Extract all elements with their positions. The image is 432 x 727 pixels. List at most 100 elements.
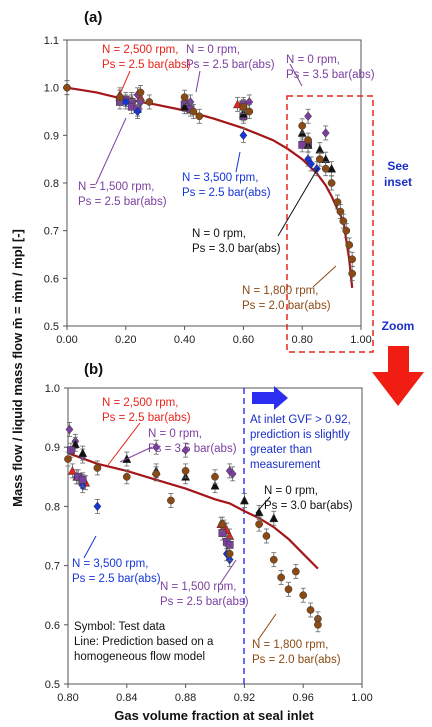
data-point-circle	[225, 549, 234, 558]
a-leader-n0-35	[289, 63, 303, 87]
data-point-diamond	[181, 445, 190, 455]
panel-a-x-tick-label: 0.60	[233, 334, 254, 346]
data-point-triangle	[180, 101, 190, 111]
zoom-label: Zoom	[382, 319, 415, 333]
data-point-circle	[64, 455, 72, 463]
panel-a-y-tick-label: 1.1	[44, 35, 59, 47]
panel-b-y-tick-label: 0.8	[45, 501, 60, 513]
data-point-circle	[189, 107, 198, 116]
data-point-circle	[333, 198, 342, 206]
panel-a-x-tick-label: 0.20	[115, 334, 136, 346]
data-point-square	[78, 475, 87, 484]
panel-a-y-tick-label: 0.9	[44, 130, 59, 142]
data-point-circle	[348, 269, 357, 278]
a-ann-n3500-1: N = 3,500 rpm,	[182, 172, 258, 184]
panel-a-y-tick-label: 1.0	[44, 83, 59, 95]
panel-a-y-tick-label: 0.8	[44, 178, 59, 190]
a-ann-n0-30-1: N = 0 rpm,	[192, 228, 246, 240]
data-point-circle	[321, 164, 330, 173]
panel-b-y-tick-label: 0.7	[45, 561, 60, 573]
legend-note-1: Symbol: Test data	[74, 621, 166, 633]
zoom-arrow-icon	[372, 346, 424, 406]
data-point-circle	[152, 469, 161, 478]
data-point-circle	[299, 591, 308, 600]
data-point-circle	[218, 520, 227, 529]
data-point-diamond	[239, 130, 248, 141]
panel-b-y-tick-label: 0.6	[45, 620, 60, 632]
see-inset-label-2: inset	[384, 175, 412, 189]
b-ann-n3500-1: N = 3,500 rpm,	[72, 558, 148, 570]
data-point-circle	[180, 93, 189, 102]
data-point-triangle	[210, 480, 220, 490]
panel-a-y-tick-label: 0.7	[44, 226, 59, 238]
b-leader-n2500	[107, 422, 141, 466]
b-ann-n0-30-1: N = 0 rpm,	[264, 485, 318, 497]
y-axis-label: Mass flow / liquid mass flow m̄ = ṁm / ṁ…	[10, 229, 25, 507]
panel-a-label: (a)	[84, 9, 102, 26]
b-ann-n2500-1: N = 2,500 rpm,	[102, 397, 178, 409]
gvf-arrow-icon	[252, 386, 288, 410]
data-point-circle	[269, 555, 278, 564]
data-point-circle	[145, 98, 154, 106]
gvf-note-1: At inlet GVF > 0.92,	[250, 414, 351, 426]
a-leader-n0-25	[195, 70, 201, 93]
b-leader-n3500	[83, 535, 97, 559]
data-point-circle	[211, 472, 219, 481]
gvf-note-4: measurement	[250, 459, 321, 471]
a-leader-n3500	[235, 151, 241, 173]
panel-b-x-tick-label: 0.80	[57, 692, 78, 704]
data-point-circle	[277, 573, 285, 582]
data-point-circle	[181, 467, 190, 475]
a-ann-n0-35-2: Ps = 3.5 bar(abs)	[286, 69, 375, 81]
data-point-diamond	[133, 106, 142, 117]
panel-b-x-tick-label: 1.00	[351, 692, 372, 704]
data-point-circle	[284, 585, 293, 594]
a-ann-n0-30-2: Ps = 3.0 bar(abs)	[192, 243, 281, 255]
b-ann-n0-35-2: Ps = 3.5 bar(abs)	[148, 443, 237, 455]
a-leader-n2500	[119, 70, 131, 95]
data-point-circle	[342, 226, 351, 235]
data-point-diamond	[121, 97, 130, 107]
panel-b-plot-area	[67, 387, 363, 685]
a-ann-n1500-2: Ps = 2.5 bar(abs)	[78, 196, 167, 208]
a-leader-n1800	[312, 265, 337, 288]
panel-b-label: (b)	[84, 361, 103, 378]
a-ann-n1500-1: N = 1,500 rpm,	[78, 181, 154, 193]
data-point-square	[67, 446, 75, 455]
data-point-diamond	[307, 159, 315, 169]
data-point-circle	[245, 107, 254, 116]
zoom-region-box	[286, 95, 374, 353]
data-point-circle	[116, 93, 124, 102]
data-point-circle	[292, 567, 300, 576]
data-point-circle	[255, 520, 263, 529]
data-point-diamond	[312, 163, 321, 174]
data-point-circle	[327, 179, 336, 187]
data-point-triangle	[78, 448, 88, 457]
data-point-triangle	[327, 163, 337, 173]
panel-b-x-tick-label: 0.88	[175, 692, 196, 704]
data-point-circle	[262, 532, 271, 540]
panel-b-y-tick-label: 1.0	[45, 383, 60, 395]
gvf-note-2: prediction is slightly	[250, 429, 350, 441]
panel-a-x-tick-label: 0.80	[291, 334, 312, 346]
panel-b-x-tick-label: 0.84	[116, 692, 137, 704]
a-ann-n1800-1: N = 1,800 rpm,	[242, 285, 318, 297]
data-point-diamond	[152, 442, 161, 452]
data-point-circle	[304, 136, 312, 144]
data-point-circle	[339, 217, 348, 225]
data-point-circle	[336, 207, 345, 216]
gvf-note-3: greater than	[250, 444, 312, 456]
data-point-circle	[315, 155, 324, 164]
panel-a-x-tick-label: 0.40	[174, 334, 195, 346]
panel-b-y-tick-label: 0.5	[45, 679, 60, 691]
legend-note-3: homogeneous flow model	[74, 651, 205, 663]
b-ann-n1500-1: N = 1,500 rpm,	[160, 581, 236, 593]
data-point-circle	[239, 102, 248, 111]
data-point-diamond	[321, 128, 330, 138]
b-ann-n3500-2: Ps = 2.5 bar(abs)	[72, 573, 161, 585]
b-ann-n0-30-2: Ps = 3.0 bar(abs)	[264, 500, 353, 512]
a-ann-n2500-2: Ps = 2.5 bar(abs)	[102, 59, 191, 71]
b-ann-n1500-2: Ps = 2.5 bar(abs)	[160, 596, 249, 608]
panel-b-x-tick-label: 0.96	[292, 692, 313, 704]
data-point-diamond	[93, 501, 102, 512]
